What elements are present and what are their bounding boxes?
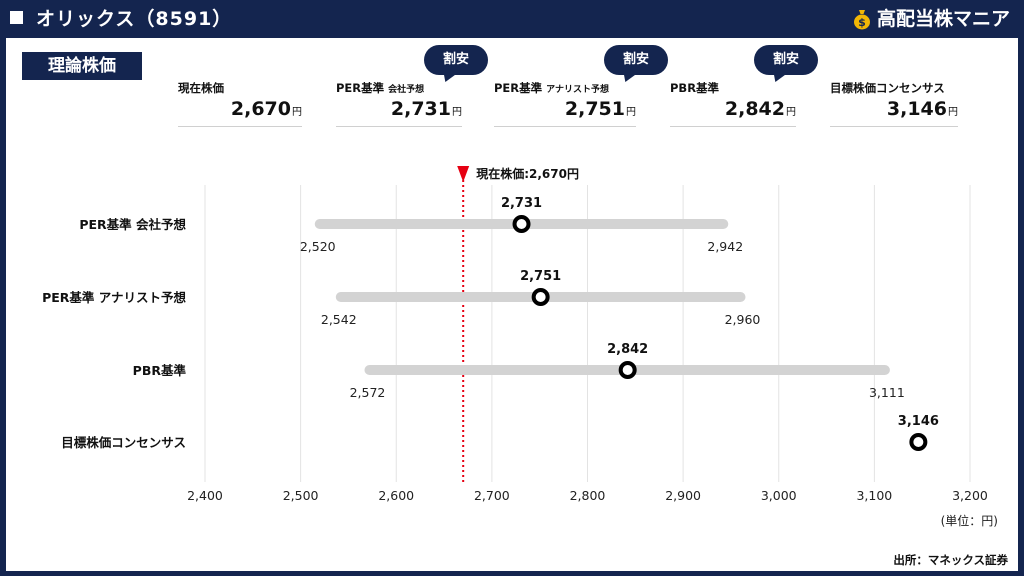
range-low-label: 2,542 [321, 312, 357, 327]
kpi-pbr: PBR基準 2,842円 [670, 80, 796, 127]
x-tick-label: 3,100 [856, 488, 892, 503]
undervalued-badge: 割安 [604, 45, 668, 75]
value-point [909, 433, 928, 451]
kpi-value: 2,731円 [390, 98, 462, 120]
kpi-label: PER基準 会社予想 [336, 81, 425, 95]
brand-name: 高配当株マニア [876, 8, 1010, 30]
section-label: 理論株価 [22, 52, 142, 80]
x-tick-label: 2,500 [283, 488, 319, 503]
value-label: 2,842 [607, 342, 648, 357]
x-tick-label: 2,400 [187, 488, 223, 503]
current-price-label: 現在株価:2,670円 [476, 166, 579, 181]
x-tick-label: 3,200 [952, 488, 988, 503]
kpi-value: 3,146円 [886, 98, 958, 120]
kpi-label: 現在株価 [178, 81, 224, 95]
kpi-value: 2,842円 [724, 98, 796, 120]
kpi-value: 2,670円 [230, 98, 302, 120]
header-square-icon [10, 11, 23, 24]
range-high-label: 2,942 [707, 239, 743, 254]
row-label: 目標株価コンセンサス [61, 435, 186, 450]
row-label: PBR基準 [133, 363, 187, 378]
range-low-label: 2,520 [300, 239, 336, 254]
kpi-value: 2,751円 [564, 98, 636, 120]
x-tick-label: 2,900 [665, 488, 701, 503]
svg-text:$: $ [858, 16, 866, 29]
money-bag-icon: $ [853, 10, 870, 30]
kpi-label: PBR基準 [670, 81, 720, 95]
x-tick-label: 2,600 [378, 488, 414, 503]
page-title: オリックス（8591） [36, 8, 233, 30]
value-label: 2,731 [501, 196, 542, 211]
row-label: PER基準 アナリスト予想 [42, 290, 186, 305]
value-point [618, 361, 637, 379]
x-tick-label: 2,700 [474, 488, 510, 503]
range-high-label: 2,960 [725, 312, 761, 327]
range-high-label: 3,111 [869, 385, 905, 400]
unit-label: (単位：円) [941, 513, 998, 528]
kpi-per-company: PER基準 会社予想 2,731円 [336, 80, 462, 127]
row-label: PER基準 会社予想 [79, 217, 186, 232]
value-point [531, 288, 550, 306]
brand-logo: $ 高配当株マニア [851, 6, 1010, 32]
value-label: 2,751 [520, 269, 561, 284]
kpi-per-analyst: PER基準 アナリスト予想 2,751円 [494, 80, 636, 127]
kpi-label: PER基準 アナリスト予想 [494, 81, 609, 95]
kpi-label: 目標株価コンセンサス [830, 81, 945, 95]
value-point [512, 215, 531, 233]
undervalued-badge: 割安 [424, 45, 488, 75]
current-price-marker-icon [457, 166, 470, 182]
value-label: 3,146 [898, 414, 939, 429]
kpi-current-price: 現在株価 2,670円 [178, 80, 302, 127]
undervalued-badge: 割安 [754, 45, 818, 75]
x-tick-label: 2,800 [570, 488, 606, 503]
source-note: 出所：マネックス証券 [893, 553, 1008, 567]
range-low-label: 2,572 [350, 385, 386, 400]
x-tick-label: 3,000 [761, 488, 797, 503]
kpi-consensus: 目標株価コンセンサス 3,146円 [830, 80, 958, 127]
